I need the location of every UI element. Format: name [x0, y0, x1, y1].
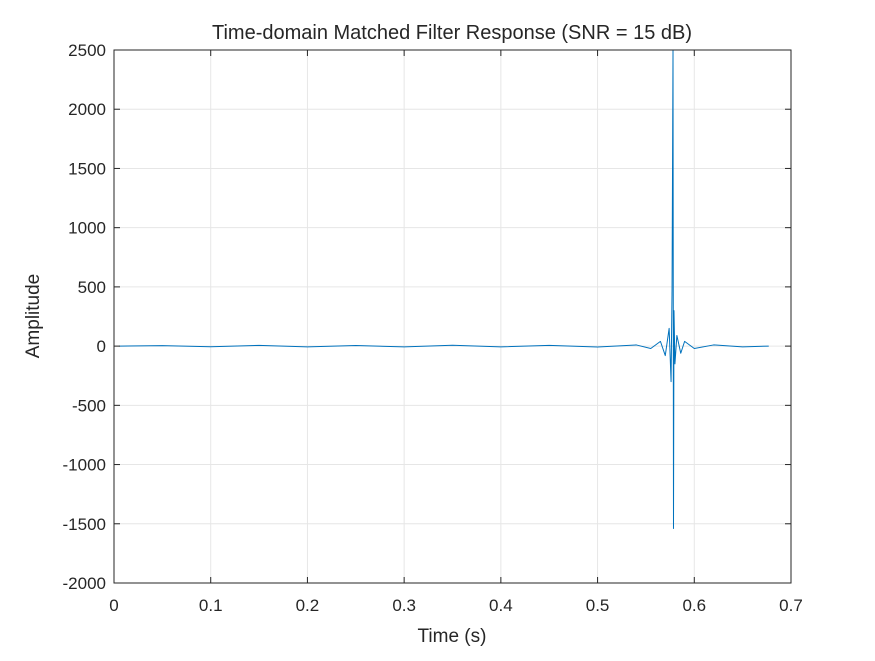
x-tick-label: 0.7 — [779, 596, 803, 615]
y-tick-label: -2000 — [63, 574, 106, 593]
chart-title: Time-domain Matched Filter Response (SNR… — [212, 22, 692, 44]
x-tick-label: 0.1 — [199, 596, 223, 615]
x-axis-label: Time (s) — [418, 626, 487, 647]
x-tick-label: 0.6 — [682, 596, 706, 615]
x-tick-label: 0.2 — [296, 596, 320, 615]
plot-frame — [113, 49, 792, 584]
series-layer — [118, 49, 769, 530]
x-tick-label: 0.3 — [392, 596, 416, 615]
y-tick-label: 2000 — [68, 100, 106, 119]
y-axis-label: Amplitude — [23, 274, 44, 359]
y-tick-label: -500 — [72, 396, 106, 415]
grid — [113, 49, 792, 584]
x-tick-labels: 0 0.1 0.2 0.3 0.4 0.5 0.6 0.7 — [109, 596, 803, 615]
y-tick-labels: -2000 -1500 -1000 -500 0 500 1000 1500 2000 2500 — [63, 41, 106, 593]
x-tick-label: 0 — [109, 596, 118, 615]
y-tick-label: 1500 — [68, 159, 106, 178]
x-tick-label: 0.4 — [489, 596, 513, 615]
ticks — [113, 49, 792, 584]
y-tick-label: -1000 — [63, 456, 106, 475]
y-tick-label: 0 — [97, 337, 106, 356]
series-line — [118, 49, 769, 530]
y-tick-label: -1500 — [63, 515, 106, 534]
y-tick-label: 500 — [78, 278, 106, 297]
x-tick-label: 0.5 — [586, 596, 610, 615]
y-tick-label: 2500 — [68, 41, 106, 60]
y-tick-label: 1000 — [68, 219, 106, 238]
